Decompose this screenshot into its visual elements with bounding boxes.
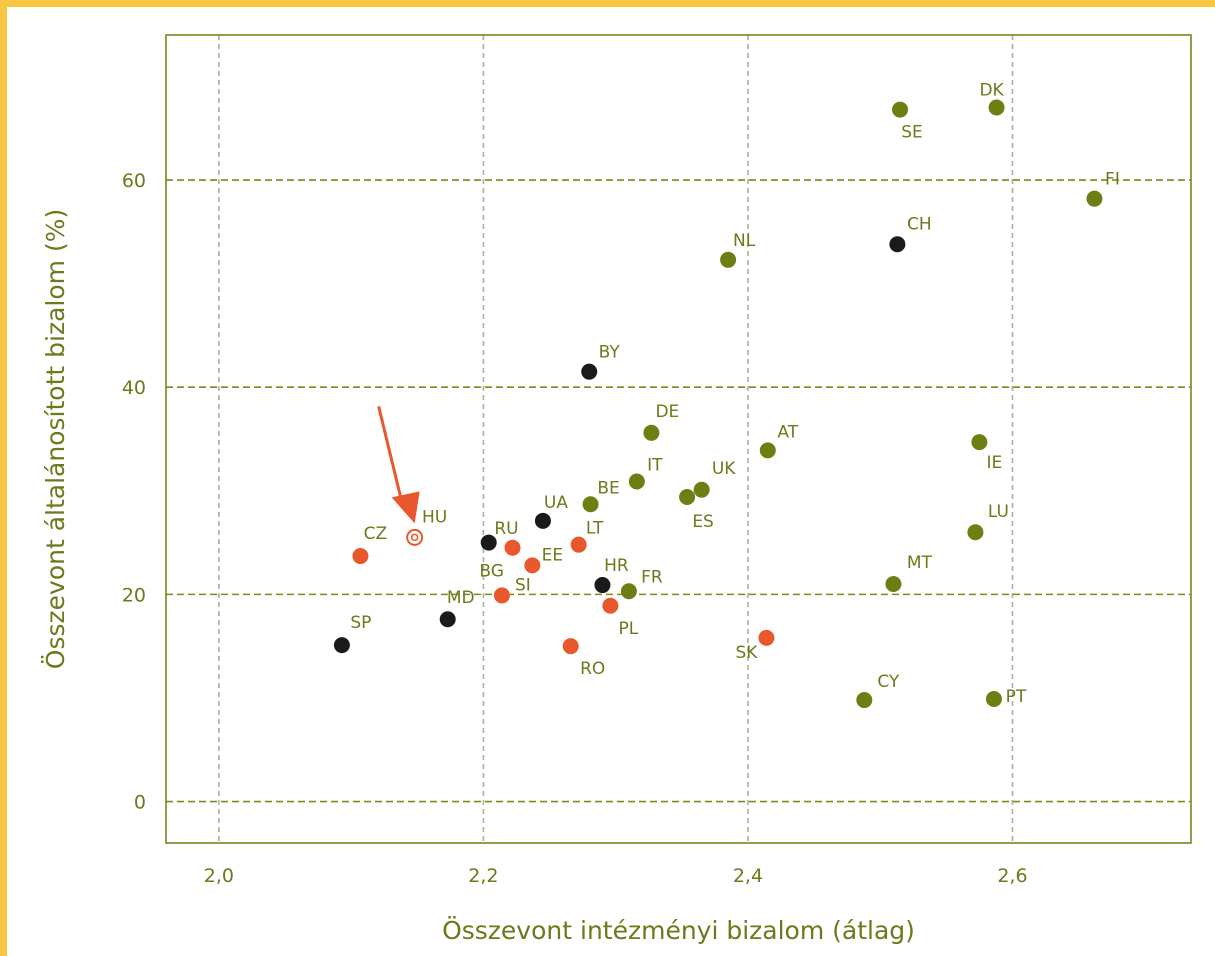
- data-points: [333, 99, 1103, 709]
- point-lt: [570, 536, 587, 553]
- point-it: [628, 473, 645, 490]
- point-be: [582, 496, 599, 513]
- point-label: CY: [877, 672, 900, 692]
- point-sp: [333, 637, 350, 654]
- point-label: AT: [777, 422, 798, 442]
- point-label: MT: [907, 553, 933, 573]
- x-axis-ticks: 2,0 2,2 2,4 2,6: [204, 865, 1028, 887]
- point-de: [643, 424, 660, 441]
- point-label: HU: [422, 507, 447, 527]
- point-label: ES: [692, 512, 714, 532]
- point-label: CZ: [364, 524, 388, 544]
- y-tick-label: 20: [122, 584, 146, 606]
- x-tick-label: 2,2: [468, 865, 498, 887]
- point-label: EE: [542, 545, 563, 565]
- point-md: [439, 611, 456, 628]
- point-label: BY: [599, 343, 621, 363]
- point-bg: [480, 534, 497, 551]
- point-dk: [988, 99, 1005, 116]
- point-by: [581, 363, 598, 380]
- point-label: BG: [479, 562, 504, 582]
- point-label: MD: [447, 588, 475, 608]
- point-label: SI: [515, 575, 531, 595]
- arrow-shaft: [377, 406, 405, 506]
- point-se: [892, 101, 909, 118]
- point-label: IT: [647, 455, 663, 475]
- point-ee: [524, 557, 541, 574]
- point-label: CH: [907, 214, 932, 234]
- point-label: PL: [619, 619, 639, 639]
- point-mt: [885, 576, 902, 593]
- point-ch: [889, 236, 906, 253]
- arrow-head: [391, 491, 420, 524]
- point-uk: [693, 481, 710, 498]
- y-axis-ticks: 0 20 40 60: [122, 170, 146, 814]
- grid-lines: [166, 35, 1191, 843]
- point-label: SE: [901, 123, 923, 143]
- x-tick-label: 2,4: [733, 865, 763, 887]
- point-cy: [856, 692, 873, 709]
- point-inner-ring: [410, 533, 419, 542]
- point-label: LU: [988, 502, 1009, 522]
- point-label: HR: [604, 556, 629, 576]
- chart-panel: [7, 7, 1215, 956]
- point-cz: [352, 548, 369, 565]
- point-pt: [985, 691, 1002, 708]
- point-ro: [562, 638, 579, 655]
- point-hr: [594, 577, 611, 594]
- point-fr: [620, 583, 637, 600]
- point-hu: [406, 528, 424, 546]
- highlight-arrow: [377, 406, 420, 524]
- point-label: BE: [597, 478, 619, 498]
- x-axis-title: Összevont intézményi bizalom (átlag): [442, 916, 915, 945]
- point-sk: [758, 629, 775, 646]
- x-tick-label: 2,0: [204, 865, 234, 887]
- y-tick-label: 40: [122, 377, 146, 399]
- point-label: FR: [641, 567, 663, 587]
- point-pl: [602, 597, 619, 614]
- point-label: RO: [580, 659, 605, 679]
- point-nl: [720, 251, 737, 268]
- point-label: UA: [544, 493, 568, 513]
- point-fi: [1086, 190, 1103, 207]
- plot-area: [165, 34, 1192, 844]
- point-label: SP: [350, 613, 371, 633]
- y-axis-title: Összevont általánosított bizalom (%): [41, 209, 70, 669]
- point-si: [493, 587, 510, 604]
- point-label: UK: [712, 459, 736, 479]
- point-ua: [534, 512, 551, 529]
- point-label: DK: [979, 81, 1004, 101]
- point-es: [679, 489, 696, 506]
- point-ru: [504, 539, 521, 556]
- point-label: PT: [1006, 687, 1027, 707]
- point-labels: DK SE FI CH NL BY DE AT IE IT UK ES BE UA LU HU RU LT CZ BG…: [350, 81, 1119, 707]
- point-label: FI: [1105, 170, 1120, 190]
- point-label: LT: [586, 519, 604, 539]
- point-label: IE: [987, 453, 1003, 473]
- x-tick-label: 2,6: [997, 865, 1027, 887]
- point-lu: [967, 524, 984, 541]
- point-label: DE: [655, 402, 679, 422]
- y-tick-label: 0: [134, 792, 146, 814]
- point-label: NL: [733, 231, 756, 251]
- point-label: SK: [735, 643, 758, 663]
- y-tick-label: 60: [122, 170, 146, 192]
- point-label: RU: [494, 519, 518, 539]
- point-at: [759, 442, 776, 459]
- point-ie: [971, 434, 988, 451]
